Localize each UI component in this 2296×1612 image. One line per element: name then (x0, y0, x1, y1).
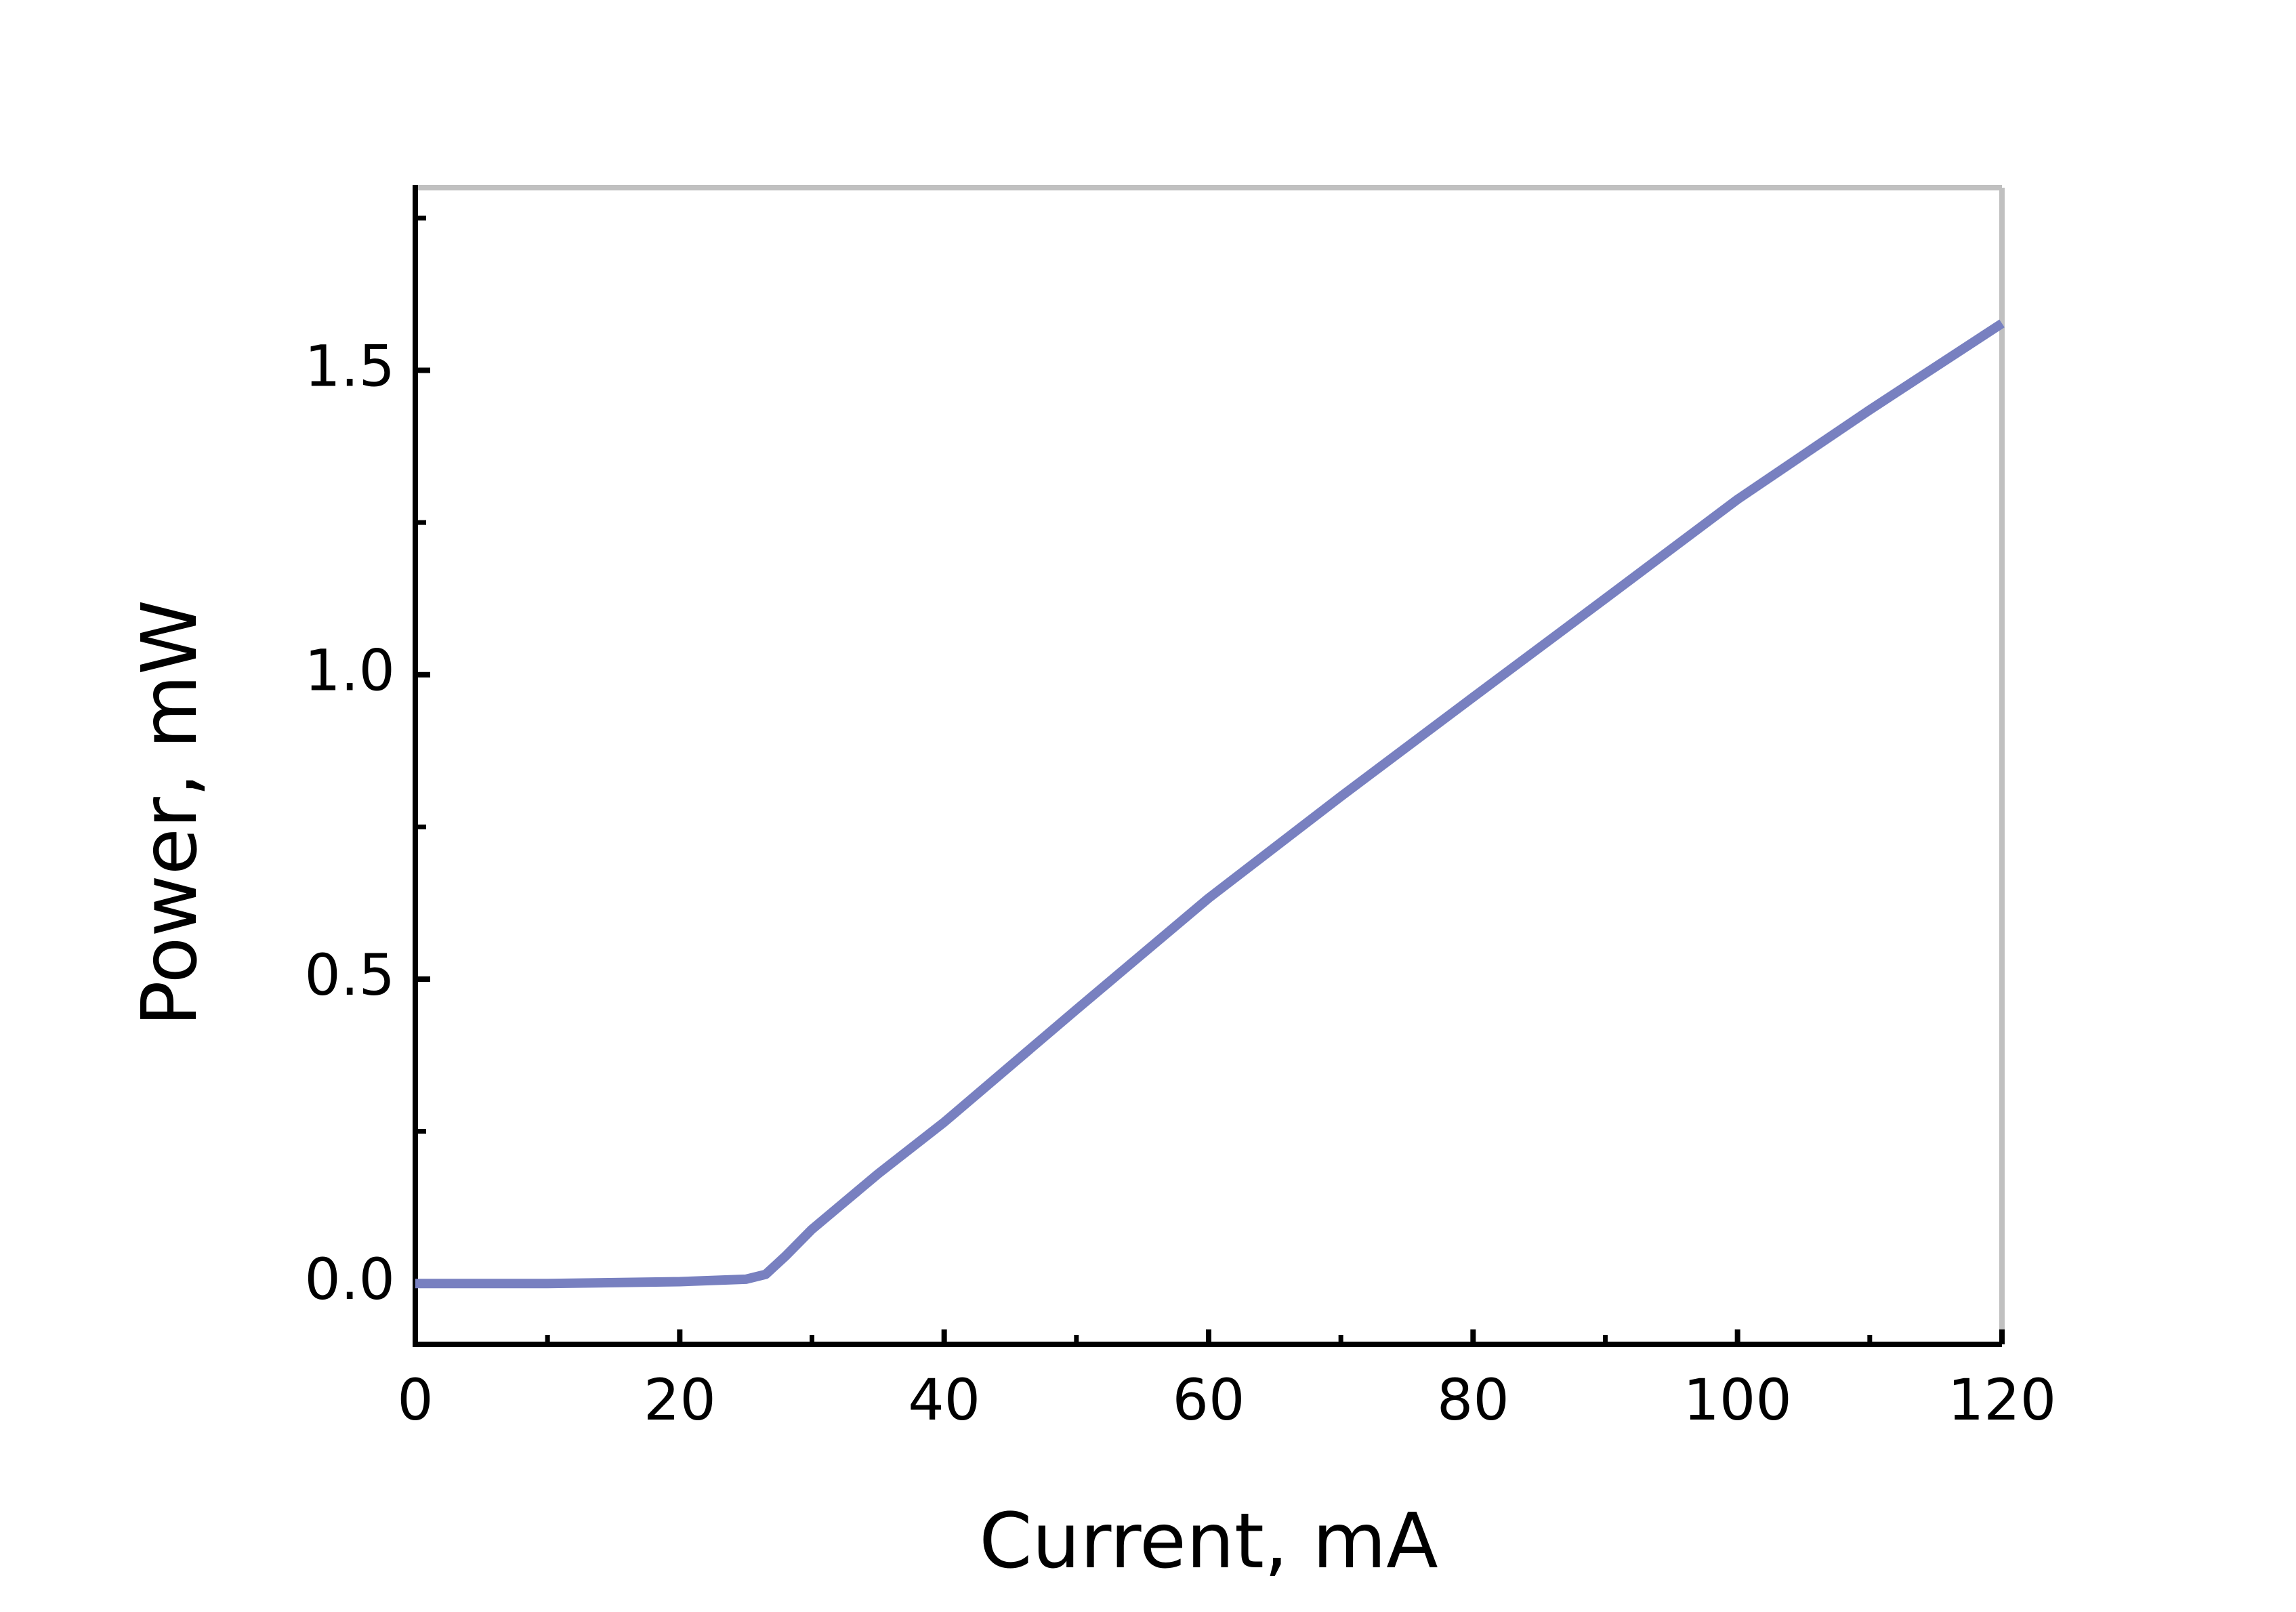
x-tick-label: 20 (644, 1367, 716, 1433)
x-tick-label: 60 (1173, 1367, 1245, 1433)
x-tick-label: 0 (397, 1367, 433, 1433)
y-tick-label: 0.5 (304, 942, 395, 1008)
x-tick-label: 100 (1683, 1367, 1791, 1433)
y-tick-label: 1.5 (304, 333, 395, 399)
y-axis-title: Power, mW (126, 600, 214, 1027)
x-tick-label: 80 (1437, 1367, 1509, 1433)
y-tick-label: 0.0 (304, 1246, 395, 1313)
y-tick-label: 1.0 (304, 638, 395, 704)
data-line (415, 319, 2005, 1289)
x-tick-label: 40 (908, 1367, 980, 1433)
x-tick-label: 120 (1948, 1367, 2056, 1433)
x-axis-title: Current, mA (979, 1497, 1438, 1586)
